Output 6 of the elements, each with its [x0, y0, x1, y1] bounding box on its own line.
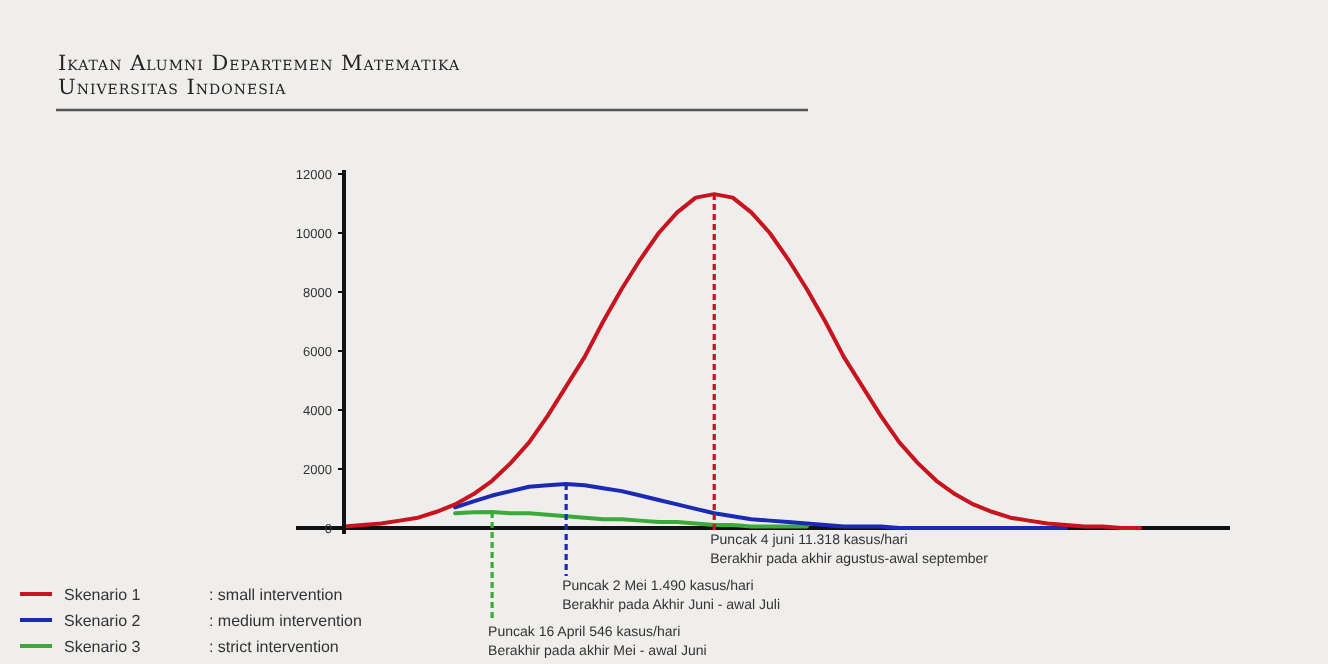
chart-subtitle: Universitas Indonesia: [58, 76, 288, 100]
line-series: [342, 192, 1142, 530]
legend-label: Skenario 3 : strict intervention: [64, 637, 339, 656]
legend-label: Skenario 1 : small intervention: [64, 585, 343, 604]
legend-label: Skenario 2 : medium intervention: [64, 611, 362, 630]
chart-title: Ikatan Alumni Departemen Matematika: [58, 52, 461, 76]
